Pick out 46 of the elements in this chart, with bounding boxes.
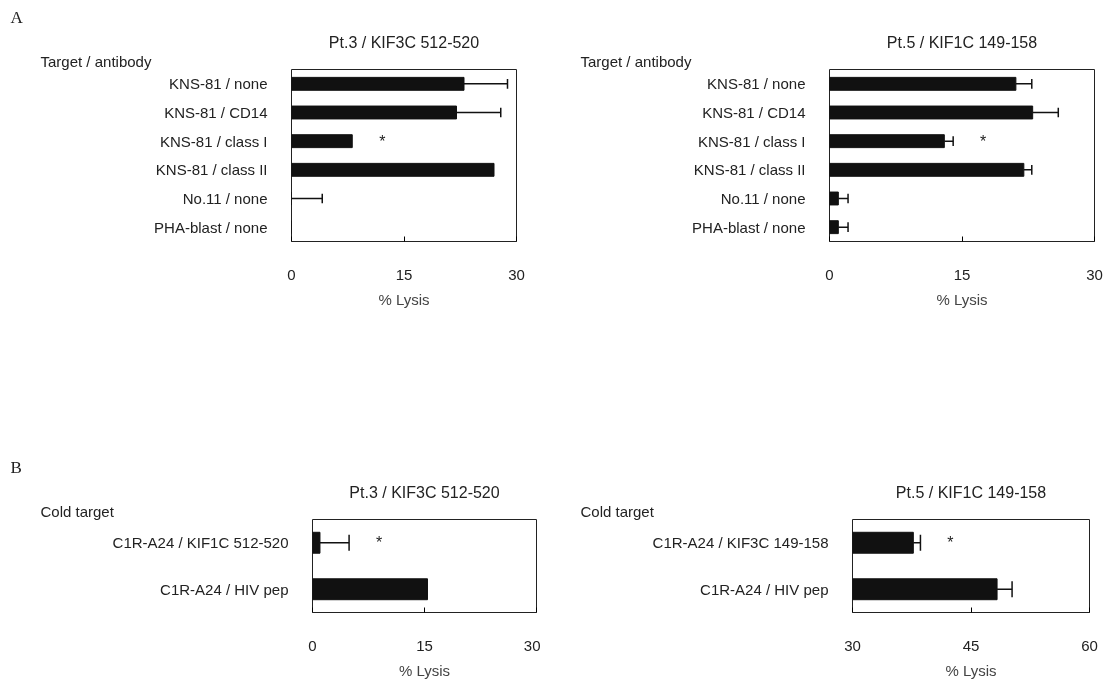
y-tick-label: C1R-A24 / HIV pep — [700, 580, 829, 598]
y-tick-label: PHA-blast / none — [154, 218, 268, 236]
annotation: * — [980, 132, 987, 150]
y-tick-label: KNS-81 / none — [169, 75, 268, 93]
text: Cold target — [580, 502, 655, 520]
x-tick-label: 45 — [962, 636, 980, 654]
y-tick-label: C1R-A24 / KIF3C 149-158 — [652, 534, 829, 552]
x-axis-title: % Lysis — [936, 290, 988, 308]
x-axis-title: % Lysis — [378, 290, 430, 308]
y-tick-label: KNS-81 / CD14 — [702, 104, 806, 121]
chart-title: Pt.5 / KIF1C 149-158 — [895, 483, 1047, 501]
y-tick-label: C1R-A24 / HIV pep — [160, 580, 289, 598]
chart-title: Pt.3 / KIF3C 512-520 — [349, 483, 500, 501]
y-tick-label: KNS-81 / class I — [159, 132, 268, 150]
y-tick-label: No.11 / none — [182, 190, 268, 207]
text: Target / antibody — [40, 52, 152, 70]
y-tick-label: C1R-A24 / KIF1C 512-520 — [112, 534, 289, 552]
x-tick-label: 30 — [1086, 265, 1103, 283]
text: Target / antibody — [580, 52, 692, 70]
chart-title: Pt.3 / KIF3C 512-520 — [328, 33, 480, 51]
annotation: * — [379, 132, 386, 150]
text: Cold target — [40, 502, 115, 520]
y-tick-label: PHA-blast / none — [692, 218, 806, 236]
annotation: * — [947, 534, 954, 552]
y-tick-label: KNS-81 / class II — [693, 161, 806, 179]
annotation: * — [375, 534, 383, 552]
x-tick-label: 60 — [1081, 636, 1098, 654]
x-tick-label: 30 — [523, 636, 541, 654]
y-tick-label: KNS-81 / class II — [155, 161, 268, 179]
x-tick-label: 0 — [308, 636, 317, 654]
y-tick-label: KNS-81 / none — [707, 75, 806, 93]
x-axis-title: % Lysis — [945, 661, 997, 679]
x-tick-label: 30 — [508, 265, 525, 283]
x-tick-label: 0 — [287, 265, 296, 283]
y-tick-label: KNS-81 / class I — [697, 132, 806, 150]
x-tick-label: 0 — [825, 265, 834, 283]
chart-title: Pt.5 / KIF1C 149-158 — [886, 33, 1038, 51]
text: B — [10, 457, 22, 477]
y-tick-label: No.11 / none — [720, 190, 806, 207]
x-tick-label: 15 — [953, 265, 971, 283]
x-tick-label: 30 — [844, 636, 861, 654]
y-tick-label: KNS-81 / CD14 — [164, 104, 268, 121]
x-axis-title: % Lysis — [398, 661, 451, 679]
x-tick-label: 15 — [416, 636, 433, 654]
x-tick-label: 15 — [395, 265, 413, 283]
text: A — [10, 7, 24, 27]
